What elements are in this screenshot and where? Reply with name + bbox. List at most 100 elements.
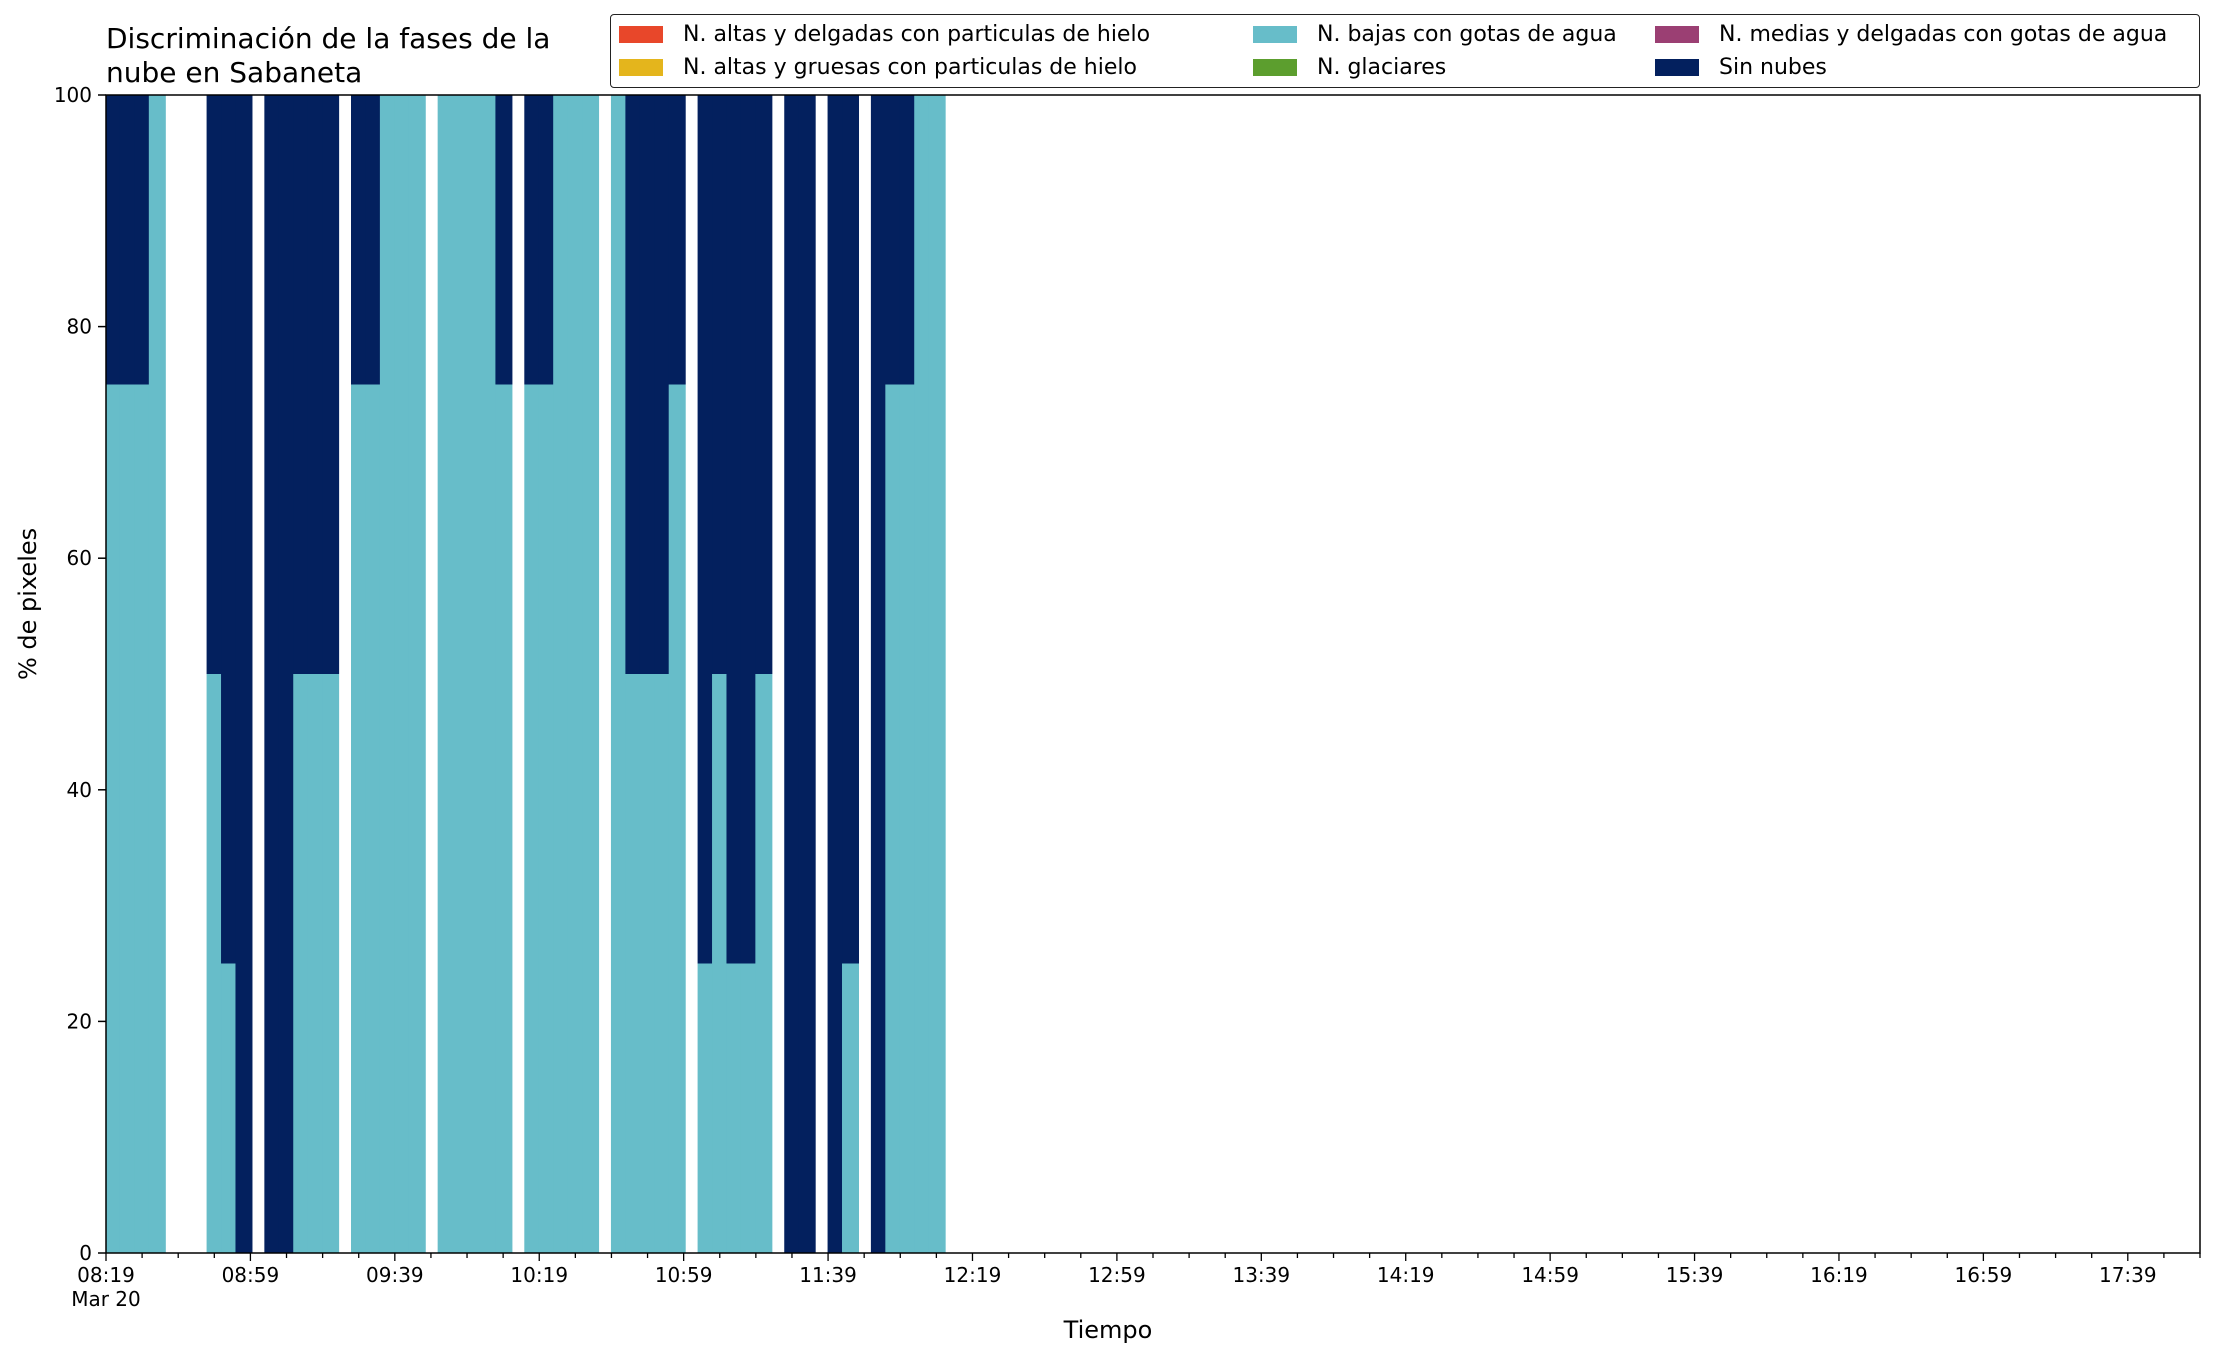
bar-sin-nubes-40	[842, 95, 860, 964]
legend-label: N. altas y gruesas con particulas de hie…	[683, 54, 1137, 80]
bar-bajas-42	[885, 384, 903, 1253]
x-tick-label: 17:39	[2099, 1263, 2157, 1287]
bar-sin-nubes-4	[206, 95, 224, 674]
bar-bajas-29	[639, 674, 657, 1253]
bar-bajas-40	[842, 963, 860, 1253]
bar-sin-nubes-36	[755, 95, 773, 674]
bar-sin-nubes-43	[899, 95, 917, 385]
bar-bajas-16	[408, 95, 426, 1253]
bar-bajas-9	[293, 674, 311, 1253]
bar-bajas-20	[480, 95, 498, 1253]
bar-sin-nubes-35	[740, 95, 758, 964]
legend-label: N. bajas con gotas de agua	[1317, 21, 1617, 47]
bar-bajas-34	[726, 963, 744, 1253]
legend-swatch-sin-nubes	[1655, 58, 1699, 76]
bar-sin-nubes-37	[784, 95, 802, 1253]
bar-sin-nubes-22	[524, 95, 542, 385]
bar-bajas-14	[379, 95, 397, 1253]
legend-swatch-bajas	[1253, 25, 1297, 43]
bar-bajas-35	[740, 963, 758, 1253]
legend-label: N. glaciares	[1317, 54, 1447, 80]
y-tick-label: 60	[67, 546, 92, 570]
bar-bajas-33	[712, 674, 730, 1253]
y-tick-label: 80	[67, 315, 92, 339]
x-tick-label: 11:39	[799, 1263, 857, 1287]
x-tick-label: 15:39	[1666, 1263, 1724, 1287]
y-axis-label: % de pixeles	[14, 527, 42, 680]
bar-bajas-13	[365, 384, 383, 1253]
bar-bajas-4	[206, 674, 224, 1253]
x-date-label: Mar 20	[71, 1287, 141, 1311]
bar-bajas-3	[148, 95, 166, 1253]
x-tick-label: 16:19	[1810, 1263, 1868, 1287]
chart-title-line-2: nube en Sabaneta	[106, 56, 363, 89]
bar-bajas-22	[524, 384, 542, 1253]
bar-bajas-1	[119, 384, 137, 1253]
bar-bajas-17	[437, 95, 455, 1253]
legend-swatch-glaciares	[1253, 58, 1297, 76]
y-axis: 0 20 40 60 80 100	[54, 83, 106, 1265]
bar-sin-nubes-23	[538, 95, 556, 385]
bar-bajas-12	[351, 384, 369, 1253]
x-tick-label: 14:19	[1377, 1263, 1435, 1287]
x-tick-label: 16:59	[1955, 1263, 2013, 1287]
x-axis-label: Tiempo	[1063, 1316, 1153, 1344]
bar-sin-nubes-32	[697, 95, 715, 964]
legend-item-medias: N. medias y delgadas con gotas de agua	[1655, 19, 2167, 49]
bar-bajas-18	[452, 95, 470, 1253]
legend-item-glaciares: N. glaciares	[1253, 52, 1446, 82]
bar-sin-nubes-31	[668, 95, 686, 385]
bar-bajas-23	[538, 384, 556, 1253]
bar-sin-nubes-11	[322, 95, 340, 674]
legend-swatch-altas-gruesas	[619, 58, 663, 76]
bar-sin-nubes-13	[365, 95, 383, 385]
bar-sin-nubes-8	[278, 95, 296, 1253]
bar-bajas-36	[755, 674, 773, 1253]
bar-sin-nubes-30	[654, 95, 672, 674]
bar-sin-nubes-7	[264, 95, 282, 1253]
legend: N. altas y delgadas con particulas de hi…	[610, 14, 2200, 88]
legend-label: N. medias y delgadas con gotas de agua	[1719, 21, 2168, 47]
y-tick-label: 40	[67, 778, 92, 802]
bar-bajas-30	[654, 674, 672, 1253]
bar-sin-nubes-1	[119, 95, 137, 385]
bar-sin-nubes-41	[870, 95, 888, 1253]
bar-sin-nubes-9	[293, 95, 311, 674]
x-tick-label: 08:19	[77, 1263, 135, 1287]
y-tick-label: 0	[79, 1241, 92, 1265]
bar-bajas-11	[322, 674, 340, 1253]
bar-sin-nubes-34	[726, 95, 744, 964]
x-axis: 08:19 08:59 09:39 10:19 10:59 11:39 12:19 12:59…	[71, 1253, 2201, 1311]
x-tick-label: 10:59	[655, 1263, 713, 1287]
bar-bajas-31	[668, 384, 686, 1253]
legend-label: Sin nubes	[1719, 54, 1827, 80]
bar-bajas-19	[466, 95, 484, 1253]
bar-sin-nubes-28	[625, 95, 643, 674]
bar-bajas-5	[221, 963, 239, 1253]
bar-bajas-2	[134, 384, 152, 1253]
x-tick-label: 14:59	[1521, 1263, 1579, 1287]
bar-sin-nubes-12	[351, 95, 369, 385]
legend-item-sin-nubes: Sin nubes	[1655, 52, 1827, 82]
bar-bajas-15	[394, 95, 412, 1253]
bar-sin-nubes-39	[827, 95, 845, 1253]
bar-bajas-24	[553, 95, 571, 1253]
x-tick-label: 12:59	[1088, 1263, 1146, 1287]
x-tick-label: 10:19	[510, 1263, 568, 1287]
legend-swatch-medias	[1655, 25, 1699, 43]
bar-bajas-27	[610, 95, 628, 1253]
chart-title: Discriminación de la fases de la nube en…	[106, 22, 550, 90]
bar-bajas-10	[307, 674, 325, 1253]
bar-sin-nubes-5	[221, 95, 239, 964]
legend-swatch-altas-delgadas	[619, 25, 663, 43]
bar-sin-nubes-38	[798, 95, 816, 1253]
y-tick-label: 100	[54, 83, 92, 107]
bar-sin-nubes-21	[495, 95, 513, 385]
bar-sin-nubes-42	[885, 95, 903, 385]
bar-sin-nubes-10	[307, 95, 325, 674]
x-tick-label: 08:59	[222, 1263, 280, 1287]
x-tick-label: 12:19	[944, 1263, 1002, 1287]
legend-item-altas-gruesas: N. altas y gruesas con particulas de hie…	[619, 52, 1137, 82]
bar-sin-nubes-6	[235, 95, 253, 1253]
